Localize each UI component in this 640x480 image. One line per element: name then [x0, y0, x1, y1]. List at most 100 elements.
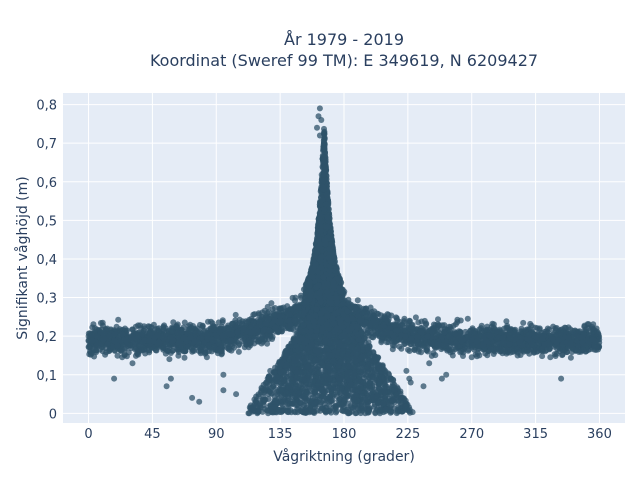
data-point — [170, 337, 177, 344]
data-point — [236, 341, 243, 348]
data-points — [85, 105, 603, 417]
data-point — [406, 348, 413, 354]
data-point — [478, 322, 485, 329]
data-point — [285, 311, 292, 318]
data-point — [247, 339, 254, 346]
data-point — [528, 341, 535, 348]
data-point — [412, 314, 419, 321]
data-point — [429, 328, 436, 335]
data-point — [94, 333, 101, 340]
data-point — [136, 343, 143, 350]
data-point — [406, 317, 413, 324]
data-point — [141, 323, 148, 330]
data-point — [379, 330, 385, 337]
data-point — [418, 349, 425, 356]
data-point — [219, 317, 226, 324]
data-point — [121, 346, 128, 353]
data-point — [292, 297, 298, 304]
data-point — [106, 332, 113, 339]
data-point — [401, 320, 408, 326]
data-point — [180, 324, 187, 331]
data-point — [557, 331, 564, 337]
chart-subtitle: Koordinat (Sweref 99 TM): E 349619, N 62… — [150, 51, 538, 70]
data-point — [123, 337, 129, 344]
data-point — [235, 348, 242, 355]
data-point — [181, 354, 188, 361]
data-point — [240, 326, 247, 333]
data-point — [153, 347, 160, 354]
data-point — [419, 342, 426, 349]
data-point — [559, 346, 565, 352]
data-point — [97, 320, 104, 326]
data-point — [385, 339, 392, 346]
data-point — [418, 318, 425, 325]
data-point — [226, 331, 233, 337]
data-point — [482, 350, 489, 357]
data-point — [291, 317, 298, 324]
data-point — [574, 342, 581, 349]
data-point — [162, 350, 169, 357]
data-point — [267, 333, 274, 340]
data-point — [163, 341, 170, 348]
data-point — [129, 341, 136, 348]
data-point — [122, 325, 128, 332]
data-point — [208, 336, 215, 343]
data-point — [418, 329, 424, 336]
data-point — [462, 328, 469, 335]
data-point — [520, 348, 527, 355]
data-point — [402, 333, 409, 340]
data-point — [536, 325, 543, 332]
data-point — [134, 337, 140, 344]
data-point — [205, 342, 212, 349]
data-point — [234, 329, 241, 336]
data-point — [256, 318, 263, 325]
data-point — [244, 319, 251, 326]
data-point — [150, 338, 157, 345]
data-point — [237, 333, 244, 340]
data-point — [441, 325, 448, 332]
data-point — [585, 321, 592, 328]
data-point — [135, 329, 142, 336]
data-point — [266, 327, 273, 334]
data-point — [268, 300, 275, 307]
data-point — [423, 320, 430, 327]
data-point — [273, 312, 279, 319]
data-point — [114, 352, 121, 359]
data-point — [520, 319, 527, 326]
data-point — [277, 318, 284, 324]
data-point — [385, 329, 392, 336]
data-point — [490, 324, 497, 331]
data-point — [465, 347, 472, 354]
data-point — [590, 321, 597, 328]
data-point — [580, 346, 587, 353]
data-point — [119, 354, 126, 361]
data-point — [174, 329, 181, 336]
data-point — [148, 324, 155, 331]
data-point — [424, 333, 431, 340]
data-point — [453, 340, 460, 347]
data-point — [525, 331, 532, 338]
data-point — [539, 353, 546, 360]
data-point — [553, 339, 560, 346]
data-point — [546, 346, 553, 353]
data-point — [248, 329, 254, 336]
data-point — [215, 340, 222, 346]
data-point — [563, 328, 569, 335]
data-point — [394, 317, 401, 324]
data-point — [590, 328, 597, 335]
data-point — [434, 341, 441, 348]
data-point — [473, 338, 480, 345]
data-point — [232, 311, 239, 318]
data-point — [166, 356, 173, 363]
data-point — [229, 321, 236, 327]
data-point — [115, 316, 122, 323]
data-point — [227, 337, 234, 344]
data-point — [487, 346, 494, 353]
data-point — [111, 331, 118, 338]
data-point — [181, 319, 188, 326]
data-point — [170, 319, 177, 326]
chart-title: År 1979 - 2019 — [284, 30, 404, 49]
data-point — [232, 337, 239, 344]
data-point — [408, 341, 415, 348]
